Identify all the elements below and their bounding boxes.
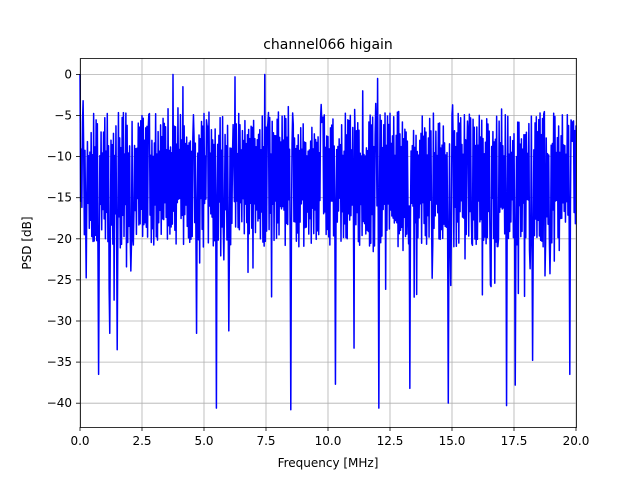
x-axis-label: Frequency [MHz] bbox=[278, 456, 379, 470]
tick-layer: 0.0 2.5 5.0 7.5 10.0 12.5 15.0 17.5 20.0 0 −5 −10 −1… bbox=[47, 67, 590, 448]
y-tick-label: −35 bbox=[47, 355, 72, 369]
y-tick-label: −30 bbox=[47, 314, 72, 328]
x-tick-label: 2.5 bbox=[132, 434, 151, 448]
x-tick-label: 15.0 bbox=[439, 434, 466, 448]
x-tick-label: 10.0 bbox=[315, 434, 342, 448]
y-tick-label: −40 bbox=[47, 396, 72, 410]
psd-series-line bbox=[79, 73, 577, 411]
y-tick-label: 0 bbox=[64, 67, 72, 81]
y-axis-label: PSD [dB] bbox=[20, 216, 34, 269]
x-tick-label: 5.0 bbox=[194, 434, 213, 448]
y-tick-label: −10 bbox=[47, 150, 72, 164]
y-tick-label: −25 bbox=[47, 273, 72, 287]
y-tick-label: −15 bbox=[47, 191, 72, 205]
plot-frame bbox=[80, 58, 577, 428]
y-tick-label: −5 bbox=[54, 109, 72, 123]
x-tick-label: 12.5 bbox=[377, 434, 404, 448]
y-tick-label: −20 bbox=[47, 232, 72, 246]
x-tick-label: 20.0 bbox=[563, 434, 590, 448]
x-tick-label: 17.5 bbox=[501, 434, 528, 448]
data-layer bbox=[79, 73, 577, 411]
chart-title: channel066 higain bbox=[263, 37, 393, 53]
x-tick-label: 0.0 bbox=[70, 434, 89, 448]
x-tick-label: 7.5 bbox=[256, 434, 275, 448]
